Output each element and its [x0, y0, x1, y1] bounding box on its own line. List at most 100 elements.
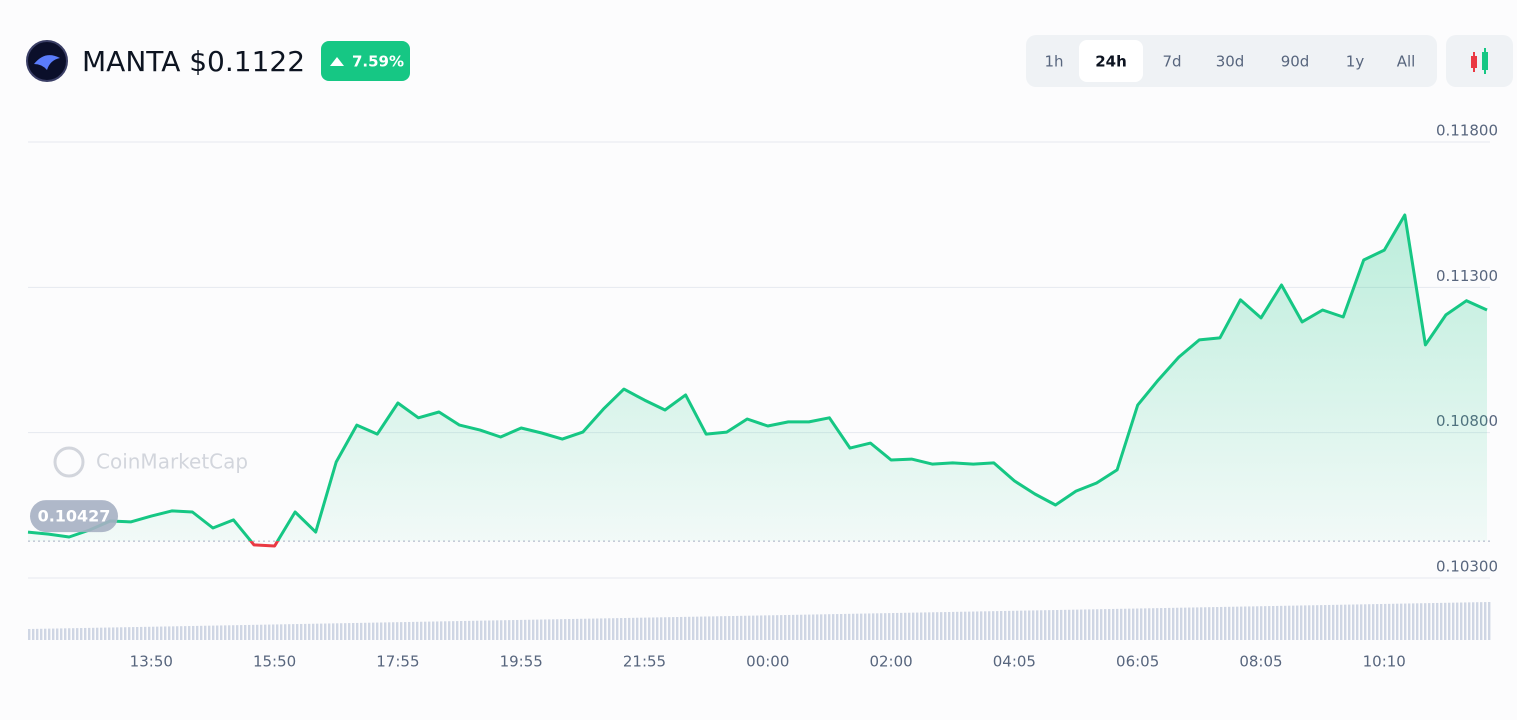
volume-bar — [260, 624, 263, 640]
volume-bar — [652, 617, 655, 640]
volume-bar — [984, 611, 987, 640]
volume-bar — [448, 621, 451, 640]
volume-bar — [1192, 607, 1195, 640]
volume-bar — [900, 612, 903, 640]
volume-bar — [720, 616, 723, 640]
volume-bar — [392, 622, 395, 640]
volume-bar — [56, 628, 59, 640]
volume-bar — [1360, 604, 1363, 640]
volume-bar — [404, 622, 407, 640]
volume-bar — [1472, 602, 1475, 640]
volume-bar — [1408, 603, 1411, 640]
timeframe-button[interactable]: 30d — [1216, 53, 1245, 71]
volume-bar — [744, 615, 747, 640]
volume-bar — [568, 619, 571, 640]
volume-bar — [428, 621, 431, 640]
volume-bar — [796, 614, 799, 640]
volume-bar — [296, 624, 299, 640]
volume-bar — [792, 614, 795, 640]
volume-bar — [1336, 604, 1339, 640]
volume-bar — [616, 618, 619, 640]
volume-bar — [1236, 606, 1239, 640]
volume-bar — [768, 615, 771, 640]
volume-bar — [1212, 607, 1215, 640]
volume-bar — [608, 618, 611, 640]
volume-bar — [924, 612, 927, 640]
volume-bar — [740, 615, 743, 640]
volume-bar — [1188, 607, 1191, 640]
volume-bar — [976, 611, 979, 640]
volume-bar — [284, 624, 287, 640]
volume-bar — [724, 616, 727, 640]
volume-bar — [1044, 610, 1047, 640]
volume-bar — [840, 613, 843, 640]
volume-bar — [1220, 606, 1223, 640]
volume-bar — [524, 619, 527, 640]
timeframe-button[interactable]: 90d — [1281, 53, 1310, 71]
volume-bar — [620, 618, 623, 640]
volume-bar — [1132, 608, 1135, 640]
volume-bar — [1248, 606, 1251, 640]
volume-bar — [1000, 611, 1003, 640]
volume-bar — [256, 624, 259, 640]
volume-bar — [896, 612, 899, 640]
volume-bar — [204, 625, 207, 640]
volume-bar — [612, 618, 615, 640]
volume-bar — [1292, 605, 1295, 640]
volume-bar — [80, 628, 83, 640]
volume-bar — [400, 622, 403, 640]
timeframe-button[interactable]: 7d — [1162, 53, 1181, 71]
timeframe-button[interactable]: 1y — [1346, 53, 1365, 71]
volume-bar — [216, 625, 219, 640]
volume-bar — [1484, 602, 1487, 640]
timeframe-button[interactable]: All — [1397, 53, 1416, 71]
timeframe-button[interactable]: 24h — [1095, 53, 1127, 71]
volume-bar — [904, 612, 907, 640]
volume-bar — [880, 613, 883, 640]
chart-type-button[interactable] — [1446, 35, 1513, 87]
volume-bar — [436, 621, 439, 640]
volume-bar — [604, 618, 607, 640]
x-tick-label: 04:05 — [993, 653, 1036, 671]
volume-bar — [48, 628, 51, 640]
volume-bar — [1356, 604, 1359, 640]
volume-bar — [876, 613, 879, 640]
volume-bar — [1244, 606, 1247, 640]
watermark-logo — [53, 446, 85, 478]
volume-bar — [1308, 605, 1311, 640]
volume-bar — [856, 613, 859, 640]
volume-bar — [1232, 606, 1235, 640]
volume-bar — [812, 614, 815, 640]
volume-bar — [1264, 606, 1267, 640]
volume-bar — [308, 623, 311, 640]
volume-bar — [164, 626, 167, 640]
x-tick-label: 15:50 — [253, 653, 296, 671]
volume-bar — [312, 623, 315, 640]
volume-bar — [1084, 609, 1087, 640]
volume-bar — [1420, 603, 1423, 640]
y-tick-label: 0.10300 — [1436, 558, 1498, 576]
volume-bar — [348, 623, 351, 640]
volume-bar — [492, 620, 495, 640]
volume-bar — [508, 620, 511, 640]
volume-bar — [936, 612, 939, 640]
volume-bar — [1224, 606, 1227, 640]
volume-bar — [352, 623, 355, 640]
volume-bar — [780, 615, 783, 640]
volume-bar — [800, 614, 803, 640]
volume-bar — [772, 615, 775, 640]
volume-bar — [656, 617, 659, 640]
volume-bar — [1316, 605, 1319, 640]
volume-bar — [1448, 602, 1451, 640]
volume-bar — [816, 614, 819, 640]
volume-bar — [1464, 602, 1467, 640]
volume-bar — [1428, 603, 1431, 640]
volume-bar — [128, 627, 131, 640]
area — [28, 215, 1487, 542]
volume-bar — [640, 617, 643, 640]
volume-bar — [376, 622, 379, 640]
volume-bar — [1268, 606, 1271, 640]
timeframe-button[interactable]: 1h — [1044, 53, 1063, 71]
volume-bar — [1200, 607, 1203, 640]
volume-bar — [504, 620, 507, 640]
